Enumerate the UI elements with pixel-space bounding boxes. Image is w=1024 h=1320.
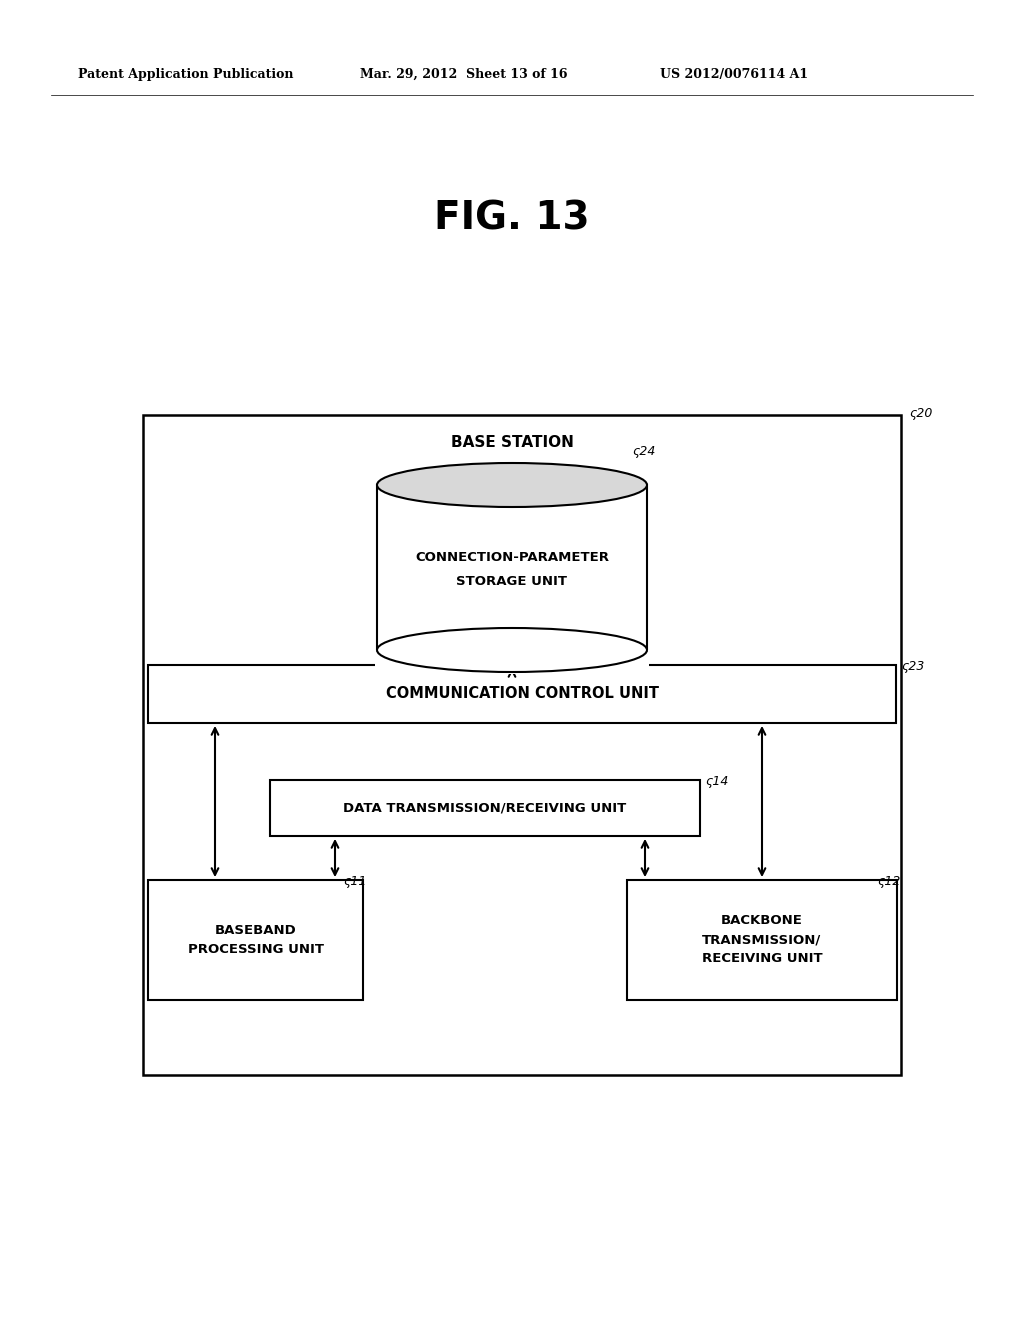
Bar xyxy=(377,484,647,649)
Text: BACKBONE
TRANSMISSION/
RECEIVING UNIT: BACKBONE TRANSMISSION/ RECEIVING UNIT xyxy=(701,915,822,965)
Text: ς11: ς11 xyxy=(343,875,367,888)
Bar xyxy=(627,880,897,1001)
Bar xyxy=(148,880,362,1001)
Text: ς20: ς20 xyxy=(909,407,933,420)
Text: ς23: ς23 xyxy=(901,660,925,673)
Text: BASEBAND
PROCESSING UNIT: BASEBAND PROCESSING UNIT xyxy=(187,924,324,956)
Text: FIG. 13: FIG. 13 xyxy=(434,201,590,238)
Ellipse shape xyxy=(377,628,647,672)
Text: Mar. 29, 2012  Sheet 13 of 16: Mar. 29, 2012 Sheet 13 of 16 xyxy=(360,69,567,81)
Text: ς24: ς24 xyxy=(632,445,655,458)
Bar xyxy=(148,665,896,723)
Bar xyxy=(143,414,901,1074)
Text: ς14: ς14 xyxy=(705,775,728,788)
Text: DATA TRANSMISSION/RECEIVING UNIT: DATA TRANSMISSION/RECEIVING UNIT xyxy=(343,801,627,814)
Text: ς12: ς12 xyxy=(877,875,900,888)
Text: STORAGE UNIT: STORAGE UNIT xyxy=(457,576,567,587)
Text: US 2012/0076114 A1: US 2012/0076114 A1 xyxy=(660,69,808,81)
Text: CONNECTION-PARAMETER: CONNECTION-PARAMETER xyxy=(415,550,609,564)
Bar xyxy=(270,780,700,836)
Text: COMMUNICATION CONTROL UNIT: COMMUNICATION CONTROL UNIT xyxy=(385,686,658,701)
Ellipse shape xyxy=(377,463,647,507)
Text: BASE STATION: BASE STATION xyxy=(451,436,573,450)
Text: Patent Application Publication: Patent Application Publication xyxy=(78,69,294,81)
Bar xyxy=(375,649,649,675)
